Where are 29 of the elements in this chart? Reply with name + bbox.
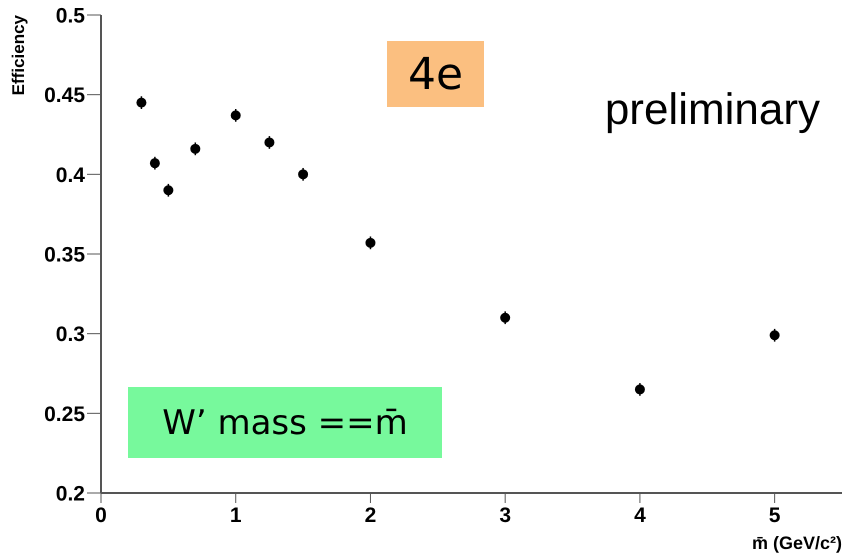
point (136, 98, 146, 108)
x-tick-label: 3 (499, 504, 512, 527)
y-tick-label: 0.35 (44, 243, 86, 266)
point (150, 158, 160, 168)
y-tick-label: 0.5 (56, 4, 86, 28)
point (365, 238, 376, 248)
y-axis-title: Efficiency (9, 14, 28, 96)
y-tick-label: 0.45 (44, 84, 86, 108)
x-axis-title: m̄ (GeV/c²) (752, 533, 842, 553)
annotation: 4e (408, 48, 464, 100)
annotation: W’ mass ==m̄ (162, 402, 408, 442)
point (190, 144, 200, 154)
point (264, 137, 274, 148)
x-tick-label: 2 (364, 504, 376, 527)
x-tick-label: 5 (768, 504, 781, 527)
x-tick-label: 4 (634, 504, 646, 527)
point (163, 185, 174, 196)
point (770, 330, 780, 340)
annotation: preliminary (604, 85, 820, 135)
point (634, 384, 645, 394)
x-tick-label: 0 (95, 504, 107, 527)
point (298, 169, 308, 180)
y-tick-label: 0.25 (44, 402, 86, 426)
x-tick-label: 1 (230, 504, 242, 527)
y-tick-label: 0.3 (56, 323, 85, 346)
point (230, 110, 241, 120)
point (500, 312, 510, 323)
y-tick-label: 0.4 (56, 164, 86, 187)
y-tick-label: 0.2 (56, 482, 85, 506)
